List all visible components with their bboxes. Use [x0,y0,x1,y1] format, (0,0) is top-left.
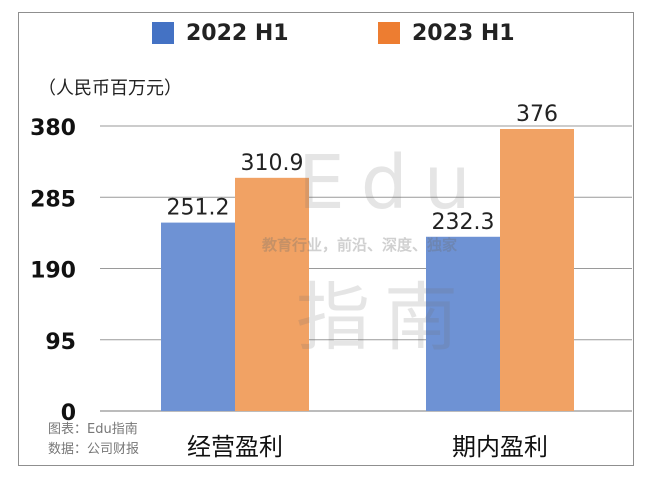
bar-2022 [161,222,235,411]
y-tick-label: 95 [45,330,76,355]
data-label: 232.3 [432,210,495,235]
data-label: 310.9 [241,151,304,176]
legend-swatch-2022 [152,22,174,44]
data-label: 376 [516,102,558,127]
legend-item-2022: 2022 H1 [152,20,289,46]
bar-2023 [235,177,309,411]
legend-item-2023: 2023 H1 [378,20,515,46]
source-note: 图表：Edu指南 数据：公司财报 [48,420,139,460]
bar-2023 [500,129,574,411]
bar-2022 [426,236,500,411]
legend-label-2022: 2022 H1 [186,20,289,46]
y-tick-label: 285 [30,187,76,212]
data-label: 251.2 [167,196,230,221]
y-tick-label: 380 [30,116,76,141]
legend-swatch-2023 [378,22,400,44]
source-data-credit: 数据：公司财报 [48,442,140,457]
legend-label-2023: 2023 H1 [412,20,515,46]
y-tick-label: 0 [61,401,76,426]
y-tick-label: 190 [30,259,76,284]
source-chart-credit: 图表：Edu指南 [48,422,138,437]
x-category-label: 经营盈利 [187,433,283,461]
x-category-label: 期内盈利 [452,433,548,461]
unit-label: （人民币百万元） [38,78,182,99]
